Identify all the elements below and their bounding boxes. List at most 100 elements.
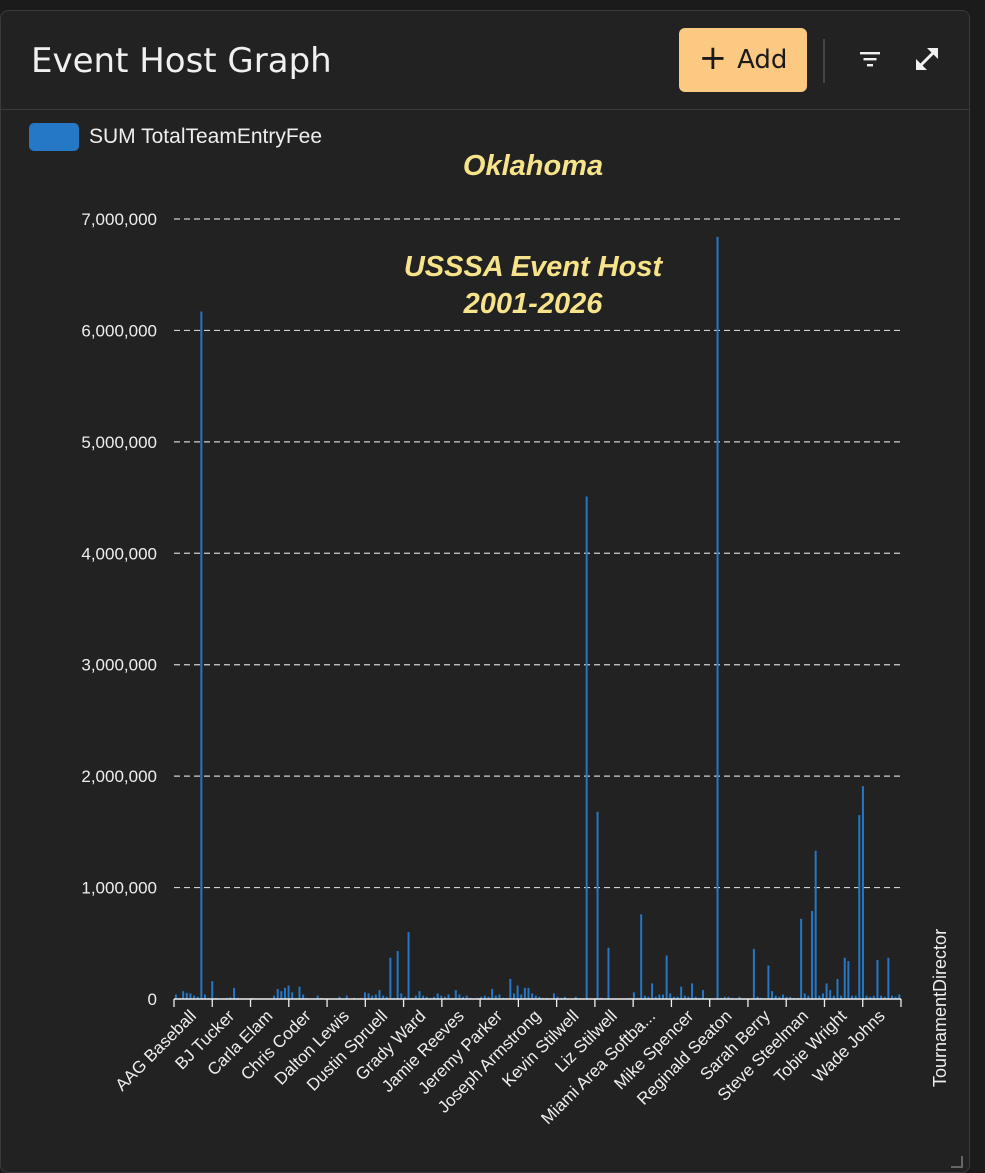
bar	[778, 996, 781, 999]
bar	[818, 995, 821, 999]
bar	[491, 988, 494, 999]
bar	[701, 990, 704, 999]
bar	[276, 988, 279, 999]
bar	[829, 990, 832, 999]
chart-title: Oklahoma	[463, 150, 603, 182]
bar	[189, 993, 192, 999]
bar	[534, 995, 537, 999]
y-tick-label: 6,000,000	[81, 321, 157, 340]
bar	[825, 983, 828, 999]
bar	[774, 995, 777, 999]
legend-swatch	[29, 123, 79, 151]
bar	[273, 995, 276, 999]
bar	[691, 983, 694, 999]
bar	[400, 993, 403, 999]
bar	[465, 995, 468, 999]
bar	[462, 996, 465, 999]
bar	[669, 993, 672, 999]
bar	[193, 995, 196, 999]
bar	[785, 996, 788, 999]
bar	[687, 996, 690, 999]
bar	[647, 996, 650, 999]
y-tick-label: 7,000,000	[81, 210, 157, 229]
bar	[422, 995, 425, 999]
bar	[516, 985, 519, 999]
bar	[803, 993, 806, 999]
bar	[716, 236, 719, 1000]
bar	[287, 985, 290, 999]
filter-icon[interactable]	[854, 43, 886, 75]
bar	[771, 991, 774, 999]
bar	[872, 995, 875, 999]
bar	[800, 918, 803, 999]
chart-subtitle-line-1: USSSA Event Host	[404, 251, 664, 283]
bar	[865, 995, 868, 999]
bar	[432, 996, 435, 999]
grid-lines	[174, 218, 901, 889]
bar	[233, 987, 236, 999]
bar	[676, 996, 679, 999]
bar	[389, 957, 392, 999]
chart-panel: Event Host Graph + Add SUM TotalTeamEntr…	[0, 10, 970, 1173]
bar	[836, 978, 839, 999]
bar	[531, 993, 534, 999]
bar	[683, 995, 686, 999]
bar	[211, 981, 214, 999]
bar	[367, 993, 370, 999]
bar	[843, 957, 846, 999]
bar	[182, 991, 185, 999]
chart-legend[interactable]: SUM TotalTeamEntryFee	[29, 123, 322, 151]
y-axis-ticks: 0 1,000,000 2,000,000 3,000,000 4,000,000 5,0…	[81, 210, 157, 1009]
bar	[789, 996, 792, 999]
bar	[298, 986, 301, 999]
y-tick-label: 2,000,000	[81, 767, 157, 786]
bar	[665, 955, 668, 999]
bar	[443, 996, 446, 999]
bar	[661, 994, 664, 999]
bar	[658, 994, 661, 999]
add-button[interactable]: + Add	[679, 28, 807, 92]
bar	[811, 910, 814, 999]
resize-handle[interactable]	[951, 1156, 963, 1168]
bar	[767, 965, 770, 999]
bar	[374, 994, 377, 999]
y-tick-label: 4,000,000	[81, 544, 157, 563]
bar	[632, 992, 635, 999]
bar	[512, 993, 515, 999]
bar	[851, 995, 854, 999]
bar	[821, 993, 824, 999]
bar	[738, 996, 741, 999]
bar	[552, 993, 555, 999]
bar	[480, 996, 483, 999]
bar	[858, 815, 861, 999]
bar	[752, 948, 755, 999]
panel-title: Event Host Graph	[31, 41, 332, 81]
bar	[680, 986, 683, 999]
bar	[807, 995, 810, 999]
bar	[454, 990, 457, 999]
bar	[898, 994, 901, 999]
bar	[887, 957, 890, 999]
y-tick-label: 5,000,000	[81, 433, 157, 452]
bar	[723, 996, 726, 999]
bar	[403, 996, 406, 999]
bar	[643, 995, 646, 999]
bar	[378, 990, 381, 999]
bar	[538, 996, 541, 999]
bar	[487, 996, 490, 999]
bar	[694, 996, 697, 999]
bar	[847, 961, 850, 999]
y-tick-label: 3,000,000	[81, 656, 157, 675]
expand-icon[interactable]	[911, 43, 943, 75]
bar	[854, 995, 857, 999]
bar	[654, 996, 657, 999]
panel-header: Event Host Graph + Add	[1, 11, 969, 110]
bar	[832, 995, 835, 999]
bar	[436, 993, 439, 999]
bar	[527, 987, 530, 999]
bar	[440, 995, 443, 999]
bar	[651, 983, 654, 999]
bar	[338, 996, 341, 999]
